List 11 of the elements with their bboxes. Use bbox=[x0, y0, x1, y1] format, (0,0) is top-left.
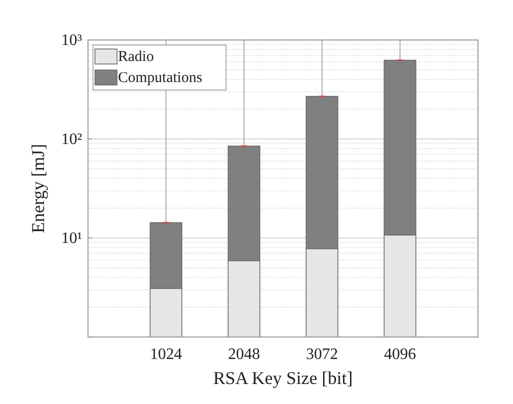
legend-label: Computations bbox=[118, 70, 202, 86]
x-tick-label: 1024 bbox=[150, 346, 182, 363]
y-tick-label: 10² bbox=[61, 131, 82, 148]
x-tick-label: 3072 bbox=[306, 346, 338, 363]
x-axis-title: RSA Key Size [bit] bbox=[213, 368, 353, 388]
y-tick-label: 10³ bbox=[61, 32, 82, 49]
x-tick-label: 4096 bbox=[384, 346, 416, 363]
x-tick-label: 2048 bbox=[228, 346, 260, 363]
legend-label: Radio bbox=[118, 49, 154, 65]
y-axis-title: Energy [mJ] bbox=[28, 144, 48, 234]
y-tick-label: 10¹ bbox=[61, 230, 82, 247]
